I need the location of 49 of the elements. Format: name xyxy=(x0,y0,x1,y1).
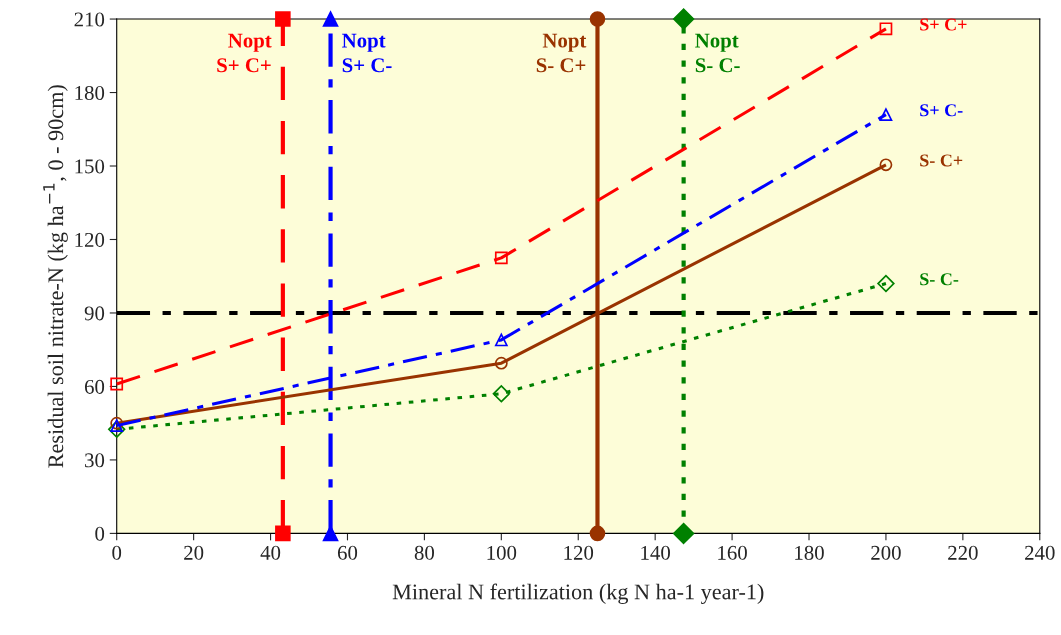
x-tick-label: 160 xyxy=(718,545,747,560)
x-tick-label: 220 xyxy=(948,545,978,560)
y-tick-label: 120 xyxy=(75,232,105,247)
y-tick-label: 210 xyxy=(74,12,105,27)
point xyxy=(494,356,508,370)
x-tick-label: 200 xyxy=(871,545,901,560)
point xyxy=(322,525,339,542)
y-tick-label: 0 xyxy=(95,526,105,541)
point xyxy=(110,377,124,391)
x-tick-label: 0 xyxy=(112,545,122,560)
x-tick-label: 240 xyxy=(1025,545,1055,560)
point xyxy=(672,522,695,545)
series-label: Nopt S- C+ xyxy=(536,33,587,73)
y-tick-label: 180 xyxy=(75,85,105,100)
series-label: Nopt S- C- xyxy=(695,33,740,73)
point xyxy=(494,333,508,347)
y-tick-label: 60 xyxy=(84,379,105,394)
point xyxy=(492,385,511,403)
series-label: Nopt S+ C- xyxy=(342,33,392,73)
point xyxy=(275,11,291,27)
series-label: Nopt S+ C+ xyxy=(217,33,272,73)
series-label: S- C+ xyxy=(920,154,963,167)
point xyxy=(879,108,893,121)
x-tick-label: 20 xyxy=(184,545,204,560)
x-tick-label: 100 xyxy=(487,545,517,560)
point xyxy=(275,525,291,542)
y-tick-label: 150 xyxy=(75,159,105,174)
point xyxy=(589,11,606,27)
y-tick-label: 30 xyxy=(85,453,105,468)
point xyxy=(879,22,893,36)
point xyxy=(322,11,339,27)
series-label: S- C- xyxy=(920,273,959,286)
x-tick-label: 180 xyxy=(795,545,824,560)
x-tick-label: 40 xyxy=(260,545,281,560)
point xyxy=(877,274,895,293)
point xyxy=(108,420,126,438)
x-tick-label: 120 xyxy=(564,545,594,560)
x-tick-label: 80 xyxy=(414,545,435,560)
y-axis-title: Residual soil nitrate-N (kg ha$^{−1}$, 0 - 90cm) xyxy=(43,85,68,468)
point xyxy=(494,251,508,265)
x-tick-label: 60 xyxy=(337,545,358,560)
point xyxy=(879,158,893,172)
series-label: S+ C- xyxy=(920,104,963,117)
point xyxy=(672,8,695,30)
series-label: S+ C+ xyxy=(920,18,967,31)
point xyxy=(589,525,606,542)
y-tick-label: 90 xyxy=(84,306,105,321)
x-axis-title: Mineral N fertilization (kg N ha-1 year-1) xyxy=(392,583,764,604)
x-tick-label: 140 xyxy=(641,545,670,560)
